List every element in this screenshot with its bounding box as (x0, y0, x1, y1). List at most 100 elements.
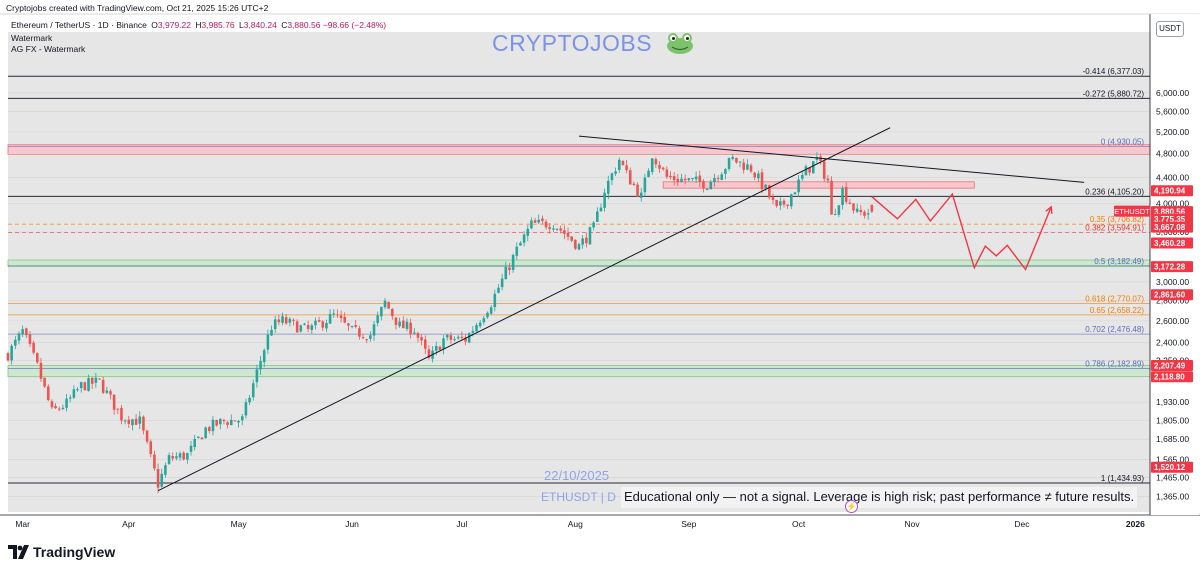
candle[interactable] (724, 168, 727, 180)
candle[interactable] (837, 205, 841, 218)
candle[interactable] (782, 198, 786, 208)
candle-body[interactable] (416, 333, 420, 338)
candle-body[interactable] (383, 300, 387, 308)
candle-body[interactable] (233, 420, 237, 422)
candle-body[interactable] (691, 177, 694, 179)
candle-body[interactable] (577, 244, 581, 250)
candle-body[interactable] (83, 382, 87, 391)
candle[interactable] (537, 214, 541, 225)
candle-body[interactable] (482, 318, 486, 323)
candle-body[interactable] (10, 345, 13, 361)
candle-body[interactable] (639, 192, 643, 198)
candle-body[interactable] (808, 167, 811, 173)
candle-body[interactable] (515, 246, 519, 256)
candle-body[interactable] (811, 161, 815, 174)
candle[interactable] (105, 386, 109, 395)
candle[interactable] (841, 185, 844, 210)
candle[interactable] (541, 215, 544, 225)
candle[interactable] (811, 161, 815, 174)
candle[interactable] (310, 323, 314, 334)
candle[interactable] (123, 419, 127, 425)
candle-body[interactable] (570, 236, 573, 241)
candle[interactable] (559, 225, 562, 234)
candle[interactable] (464, 334, 467, 346)
candle-body[interactable] (405, 321, 409, 329)
candle-body[interactable] (68, 397, 72, 399)
time-axis[interactable]: Mar Apr May Jun Jul Aug Sep Oct Nov Dec 2026 (15, 519, 1145, 529)
candle[interactable] (101, 376, 105, 395)
candle-body[interactable] (870, 204, 874, 212)
candle-body[interactable] (592, 222, 595, 228)
candle-body[interactable] (610, 173, 614, 181)
candle-body[interactable] (138, 416, 142, 424)
candle-body[interactable] (321, 321, 325, 328)
candle[interactable] (636, 182, 639, 198)
candle[interactable] (200, 437, 204, 440)
candle-body[interactable] (661, 167, 665, 170)
candle-body[interactable] (314, 320, 317, 326)
candle-body[interactable] (94, 377, 98, 383)
candle-body[interactable] (617, 159, 621, 170)
candle[interactable] (639, 187, 643, 202)
candle[interactable] (855, 203, 859, 214)
candle[interactable] (164, 462, 167, 478)
candle-body[interactable] (683, 178, 687, 181)
candle-body[interactable] (585, 237, 588, 244)
candle[interactable] (383, 297, 387, 310)
candle-body[interactable] (632, 183, 636, 185)
candle-body[interactable] (153, 454, 156, 469)
candle-body[interactable] (409, 322, 412, 335)
candle-body[interactable] (387, 301, 390, 309)
candle-body[interactable] (676, 178, 680, 183)
candle[interactable] (325, 319, 328, 332)
candle-body[interactable] (197, 436, 200, 438)
candle[interactable] (848, 199, 852, 205)
candle[interactable] (552, 225, 555, 232)
candle-body[interactable] (735, 157, 738, 163)
candle-body[interactable] (317, 320, 321, 322)
candle-body[interactable] (837, 205, 841, 215)
candle-body[interactable] (284, 317, 288, 324)
candle-body[interactable] (328, 313, 332, 324)
candle-body[interactable] (145, 430, 149, 442)
candle-body[interactable] (819, 156, 822, 162)
candle-body[interactable] (599, 207, 603, 212)
candle[interactable] (167, 452, 171, 465)
candle-body[interactable] (548, 227, 551, 230)
trendline-1[interactable] (578, 135, 1085, 183)
candle-body[interactable] (229, 419, 233, 425)
candle[interactable] (563, 225, 566, 240)
candle[interactable] (511, 253, 515, 273)
candle[interactable] (284, 313, 288, 325)
candle[interactable] (866, 208, 870, 220)
candle-body[interactable] (61, 407, 65, 409)
candle[interactable] (830, 176, 833, 215)
candle[interactable] (10, 344, 13, 365)
candle[interactable] (273, 315, 277, 333)
candle-body[interactable] (350, 326, 354, 328)
candle-body[interactable] (354, 325, 358, 327)
candle-body[interactable] (720, 174, 724, 180)
candle-body[interactable] (863, 211, 866, 216)
candle[interactable] (87, 374, 90, 392)
candle[interactable] (625, 159, 628, 174)
candle-body[interactable] (120, 407, 123, 421)
candle-body[interactable] (123, 420, 127, 422)
candle[interactable] (387, 301, 390, 310)
candle[interactable] (175, 452, 178, 461)
candle-body[interactable] (581, 238, 584, 245)
candle-body[interactable] (134, 418, 138, 425)
indicator-watermark[interactable]: Watermark (11, 33, 53, 43)
candle[interactable] (779, 197, 782, 211)
candle-body[interactable] (28, 334, 32, 344)
candle[interactable] (870, 204, 874, 214)
candle-body[interactable] (391, 309, 394, 317)
candle[interactable] (548, 223, 551, 234)
candle[interactable] (292, 318, 295, 326)
candle-body[interactable] (687, 178, 691, 180)
candle[interactable] (486, 311, 489, 319)
candle-body[interactable] (716, 178, 720, 180)
candle-body[interactable] (17, 333, 21, 341)
candle[interactable] (61, 404, 65, 411)
